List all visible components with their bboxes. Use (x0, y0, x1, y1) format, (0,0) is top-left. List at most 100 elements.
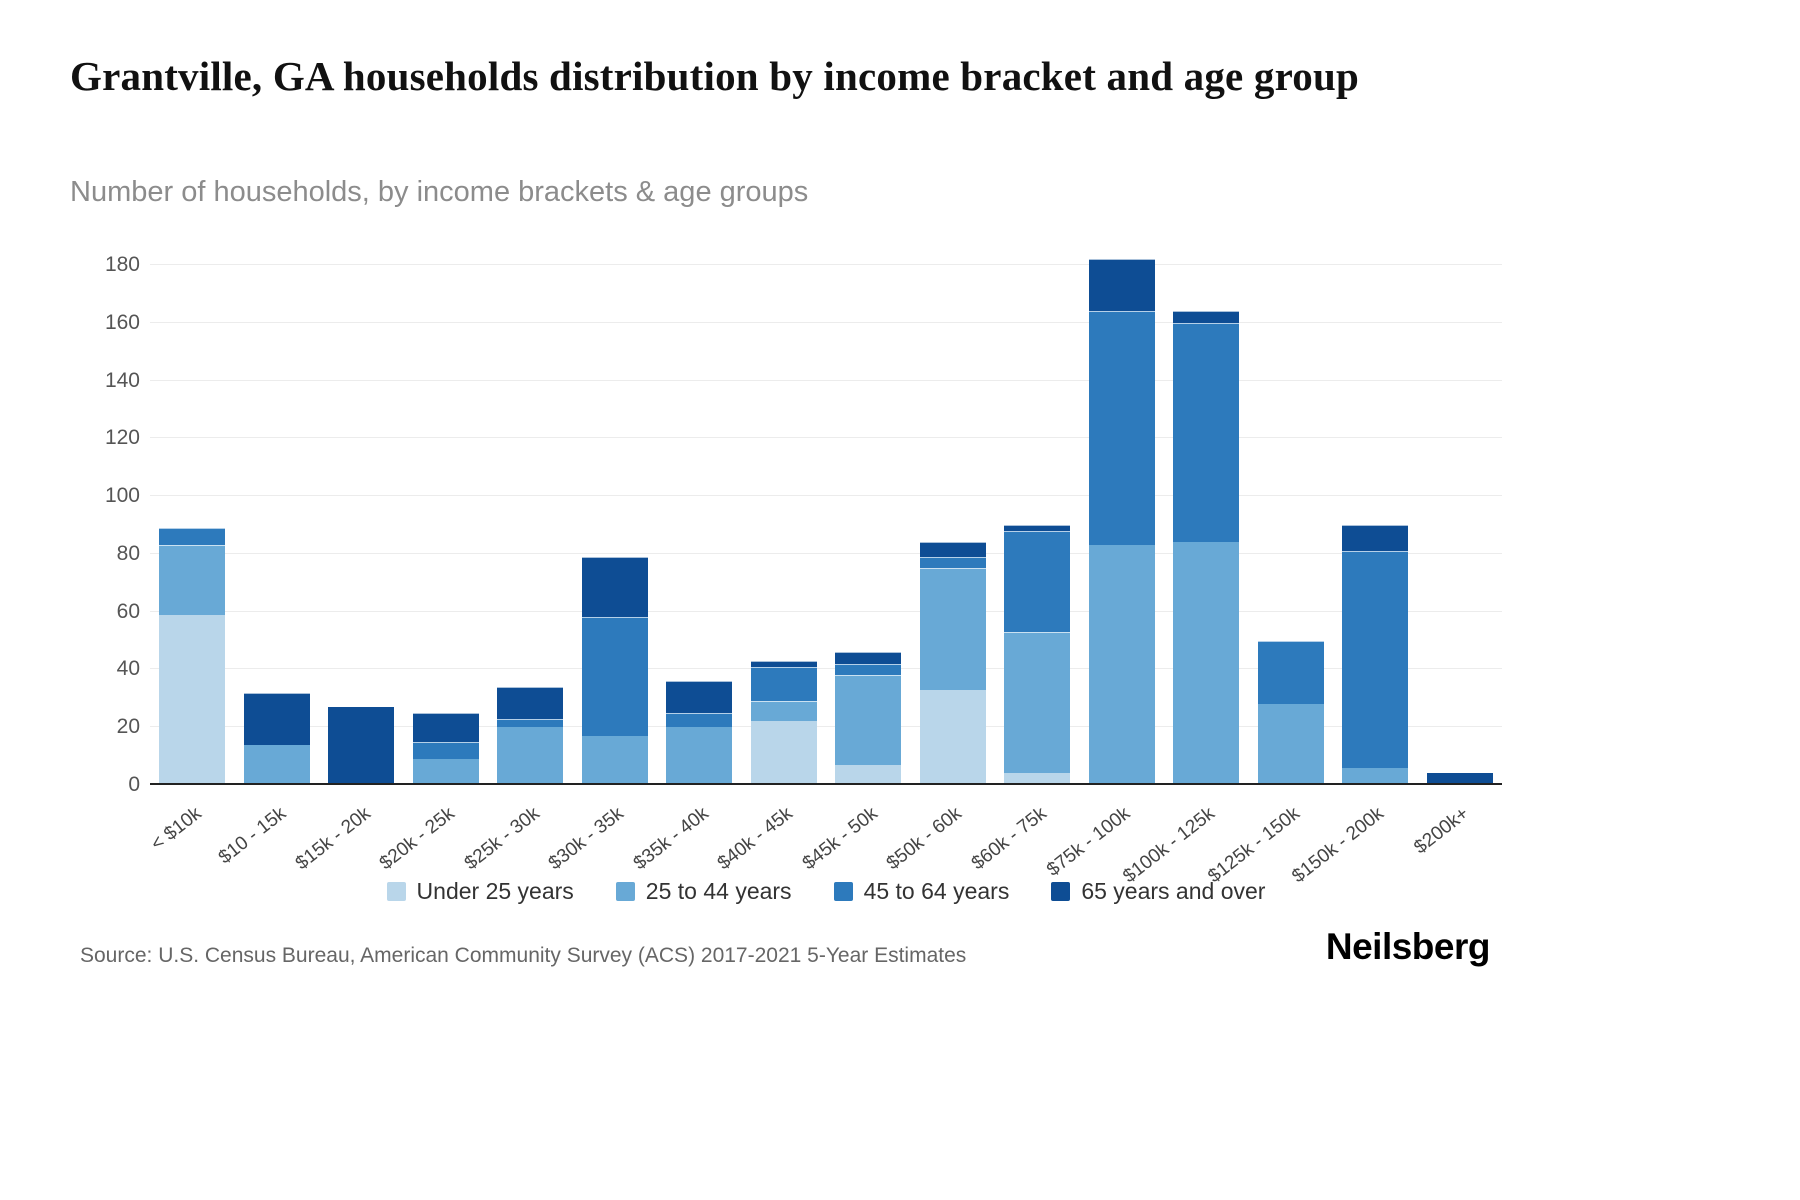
bar-segment (1426, 773, 1493, 785)
bar-segment (1004, 631, 1071, 774)
y-tick-label: 100 (104, 484, 140, 508)
bar-segment (1342, 525, 1409, 551)
y-tick-label: 80 (116, 541, 140, 565)
bar-segment (1088, 259, 1155, 312)
bar-segment (835, 652, 902, 664)
bar-segment (412, 759, 479, 785)
bar-segment (1088, 545, 1155, 785)
bar-segment (412, 712, 479, 742)
bar-segment (835, 764, 902, 785)
bar-segment (1004, 525, 1071, 531)
x-axis-line (150, 783, 1502, 785)
bar-segment (1257, 640, 1324, 705)
bar-segment (412, 741, 479, 759)
bar-segment (328, 707, 395, 785)
neilsberg-logo: Neilsberg (1325, 926, 1491, 967)
legend-label: 65 years and over (1081, 878, 1266, 904)
plot-area (150, 255, 1502, 785)
x-tick-label: $40k - 45k (713, 803, 797, 875)
x-tick-label: < $10k (146, 803, 206, 855)
bar-segment (919, 568, 986, 690)
bar-segment (243, 744, 310, 785)
gridline (150, 552, 1502, 554)
gridline (150, 264, 1502, 265)
y-tick-label: 0 (128, 773, 140, 796)
bar-segment (919, 689, 986, 785)
gridline (150, 495, 1502, 497)
bar-segment (581, 617, 648, 736)
bar-segment (159, 545, 226, 615)
bar-segment (581, 556, 648, 618)
legend: Under 25 years 25 to 44 years 45 to 64 yea… (150, 878, 1502, 905)
y-tick-label: 120 (104, 426, 140, 450)
legend-item[interactable]: 65 years and over (1051, 878, 1265, 905)
bar-segment (1004, 530, 1071, 632)
legend-label: Under 25 years (416, 878, 574, 904)
bar-segment (1173, 311, 1240, 323)
bar-segment (1088, 311, 1155, 546)
bar-segment (750, 666, 817, 702)
legend-swatch (615, 882, 635, 901)
x-tick-label: $200k+ (1410, 803, 1473, 859)
legend-label: 25 to 44 years (645, 878, 792, 904)
bar-segment (1173, 542, 1240, 785)
bar-segment (1173, 322, 1240, 543)
bar-segment (497, 686, 564, 719)
y-tick-label: 40 (116, 657, 140, 681)
bar-segment (919, 542, 986, 557)
legend-item[interactable]: 25 to 44 years (615, 878, 792, 905)
bar-segment (750, 701, 817, 722)
gridline (150, 321, 1502, 323)
x-tick-label: $45k - 50k (798, 803, 882, 875)
bar-segment (497, 718, 564, 728)
gridline (150, 437, 1502, 439)
bar-segment (750, 660, 817, 667)
chart-title: Grantville, GA households distribution b… (70, 53, 1359, 99)
y-tick-label: 140 (104, 368, 140, 392)
gridline (150, 668, 1502, 670)
bar-segment (919, 556, 986, 569)
bar-segment (159, 614, 226, 785)
x-tick-label: $30k - 35k (544, 803, 628, 875)
legend-swatch (386, 882, 406, 901)
x-tick-label: $35k - 40k (629, 803, 713, 875)
gridline (150, 379, 1502, 381)
y-tick-label: 160 (104, 310, 140, 334)
legend-label: 45 to 64 years (863, 878, 1010, 904)
x-tick-label: $60k - 75k (967, 803, 1051, 875)
legend-swatch (833, 882, 853, 901)
x-tick-label: $25k - 30k (460, 803, 544, 875)
bar-segment (1342, 551, 1409, 768)
bar-segment (1257, 704, 1324, 785)
legend-item[interactable]: Under 25 years (386, 878, 574, 905)
bar-segment (1004, 773, 1071, 785)
legend-swatch (1051, 882, 1071, 901)
x-tick-label: $100k - 125k (1119, 803, 1220, 888)
y-tick-label: 60 (116, 599, 140, 623)
y-tick-label: 180 (104, 253, 140, 276)
bar-segment (581, 735, 648, 785)
gridline (150, 610, 1502, 612)
bar-segment (243, 692, 310, 745)
legend-item[interactable]: 45 to 64 years (833, 878, 1010, 905)
gridline (150, 726, 1502, 728)
x-tick-label: $150k - 200k (1288, 803, 1389, 888)
x-tick-label: $125k - 150k (1204, 803, 1304, 888)
chart-subtitle: Number of households, by income brackets… (70, 176, 809, 208)
y-tick-label: 20 (116, 715, 140, 739)
x-tick-label: $50k - 60k (882, 803, 966, 875)
bar-segment (750, 721, 817, 785)
bar-segment (666, 681, 733, 713)
bar-segment (1342, 767, 1409, 785)
bar-segment (835, 675, 902, 765)
bar-segment (159, 527, 226, 546)
x-tick-label: $10 - 15k (214, 803, 290, 869)
y-axis: 0 20 40 60 80 100 120 140 160 180 (55, 253, 140, 796)
bar-segment (497, 727, 564, 785)
x-tick-label: $20k - 25k (375, 803, 459, 875)
bar-segment (835, 663, 902, 676)
bar-segment (666, 727, 733, 785)
source-text: Source: U.S. Census Bureau, American Com… (80, 944, 967, 967)
x-tick-label: $15k - 20k (291, 803, 375, 875)
